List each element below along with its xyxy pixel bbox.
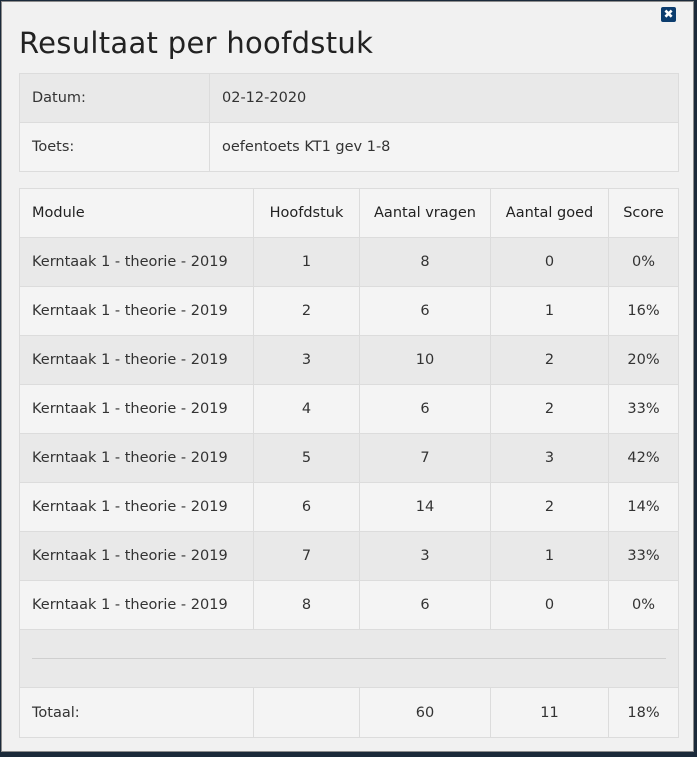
header-score: Score — [608, 188, 679, 238]
cell-chapter: 6 — [253, 482, 360, 532]
cell-module: Kerntaak 1 - theorie - 2019 — [19, 580, 254, 630]
cell-correct: 2 — [490, 335, 609, 385]
cell-chapter: 8 — [253, 580, 360, 630]
table-row: Kerntaak 1 - theorie - 2019 1 8 0 0% — [19, 237, 679, 287]
cell-questions: 3 — [359, 531, 491, 581]
cell-questions: 8 — [359, 237, 491, 287]
total-questions: 60 — [359, 687, 491, 738]
cell-module: Kerntaak 1 - theorie - 2019 — [19, 335, 254, 385]
divider — [32, 658, 666, 659]
info-row-test: Toets: oefentoets KT1 gev 1-8 — [19, 122, 679, 172]
cell-correct: 2 — [490, 384, 609, 434]
cell-score: 20% — [608, 335, 679, 385]
cell-chapter: 7 — [253, 531, 360, 581]
cell-module: Kerntaak 1 - theorie - 2019 — [19, 237, 254, 287]
test-info-table: Datum: 02-12-2020 Toets: oefentoets KT1 … — [19, 73, 679, 172]
page-title: Resultaat per hoofdstuk — [19, 26, 374, 60]
cell-correct: 1 — [490, 286, 609, 336]
cell-score: 0% — [608, 237, 679, 287]
cell-score: 42% — [608, 433, 679, 483]
close-icon[interactable]: ✖ — [661, 7, 676, 22]
spacer-row — [19, 629, 679, 688]
cell-correct: 0 — [490, 580, 609, 630]
cell-module: Kerntaak 1 - theorie - 2019 — [19, 286, 254, 336]
cell-chapter: 5 — [253, 433, 360, 483]
cell-questions: 6 — [359, 286, 491, 336]
cell-questions: 10 — [359, 335, 491, 385]
results-table: Module Hoofdstuk Aantal vragen Aantal go… — [19, 188, 679, 738]
info-row-date: Datum: 02-12-2020 — [19, 73, 679, 123]
cell-chapter: 2 — [253, 286, 360, 336]
cell-correct: 1 — [490, 531, 609, 581]
cell-questions: 6 — [359, 384, 491, 434]
header-correct: Aantal goed — [490, 188, 609, 238]
test-label: Toets: — [19, 122, 210, 172]
cell-chapter: 4 — [253, 384, 360, 434]
test-value: oefentoets KT1 gev 1-8 — [209, 122, 679, 172]
cell-correct: 2 — [490, 482, 609, 532]
cell-module: Kerntaak 1 - theorie - 2019 — [19, 433, 254, 483]
table-row: Kerntaak 1 - theorie - 2019 4 6 2 33% — [19, 384, 679, 434]
cell-score: 16% — [608, 286, 679, 336]
header-questions: Aantal vragen — [359, 188, 491, 238]
table-row: Kerntaak 1 - theorie - 2019 2 6 1 16% — [19, 286, 679, 336]
table-row: Kerntaak 1 - theorie - 2019 7 3 1 33% — [19, 531, 679, 581]
header-module: Module — [19, 188, 254, 238]
table-row: Kerntaak 1 - theorie - 2019 8 6 0 0% — [19, 580, 679, 630]
cell-chapter: 1 — [253, 237, 360, 287]
total-row: Totaal: 60 11 18% — [19, 687, 679, 738]
cell-module: Kerntaak 1 - theorie - 2019 — [19, 384, 254, 434]
cell-questions: 6 — [359, 580, 491, 630]
cell-score: 0% — [608, 580, 679, 630]
total-correct: 11 — [490, 687, 609, 738]
cell-module: Kerntaak 1 - theorie - 2019 — [19, 531, 254, 581]
cell-score: 33% — [608, 531, 679, 581]
cell-score: 33% — [608, 384, 679, 434]
cell-correct: 3 — [490, 433, 609, 483]
date-value: 02-12-2020 — [209, 73, 679, 123]
total-score: 18% — [608, 687, 679, 738]
table-row: Kerntaak 1 - theorie - 2019 6 14 2 14% — [19, 482, 679, 532]
cell-questions: 14 — [359, 482, 491, 532]
date-label: Datum: — [19, 73, 210, 123]
table-row: Kerntaak 1 - theorie - 2019 5 7 3 42% — [19, 433, 679, 483]
cell-correct: 0 — [490, 237, 609, 287]
header-chapter: Hoofdstuk — [253, 188, 360, 238]
total-label: Totaal: — [19, 687, 254, 738]
cell-chapter: 3 — [253, 335, 360, 385]
total-chapter — [253, 687, 360, 738]
cell-questions: 7 — [359, 433, 491, 483]
table-header-row: Module Hoofdstuk Aantal vragen Aantal go… — [19, 188, 679, 238]
table-row: Kerntaak 1 - theorie - 2019 3 10 2 20% — [19, 335, 679, 385]
cell-module: Kerntaak 1 - theorie - 2019 — [19, 482, 254, 532]
cell-score: 14% — [608, 482, 679, 532]
